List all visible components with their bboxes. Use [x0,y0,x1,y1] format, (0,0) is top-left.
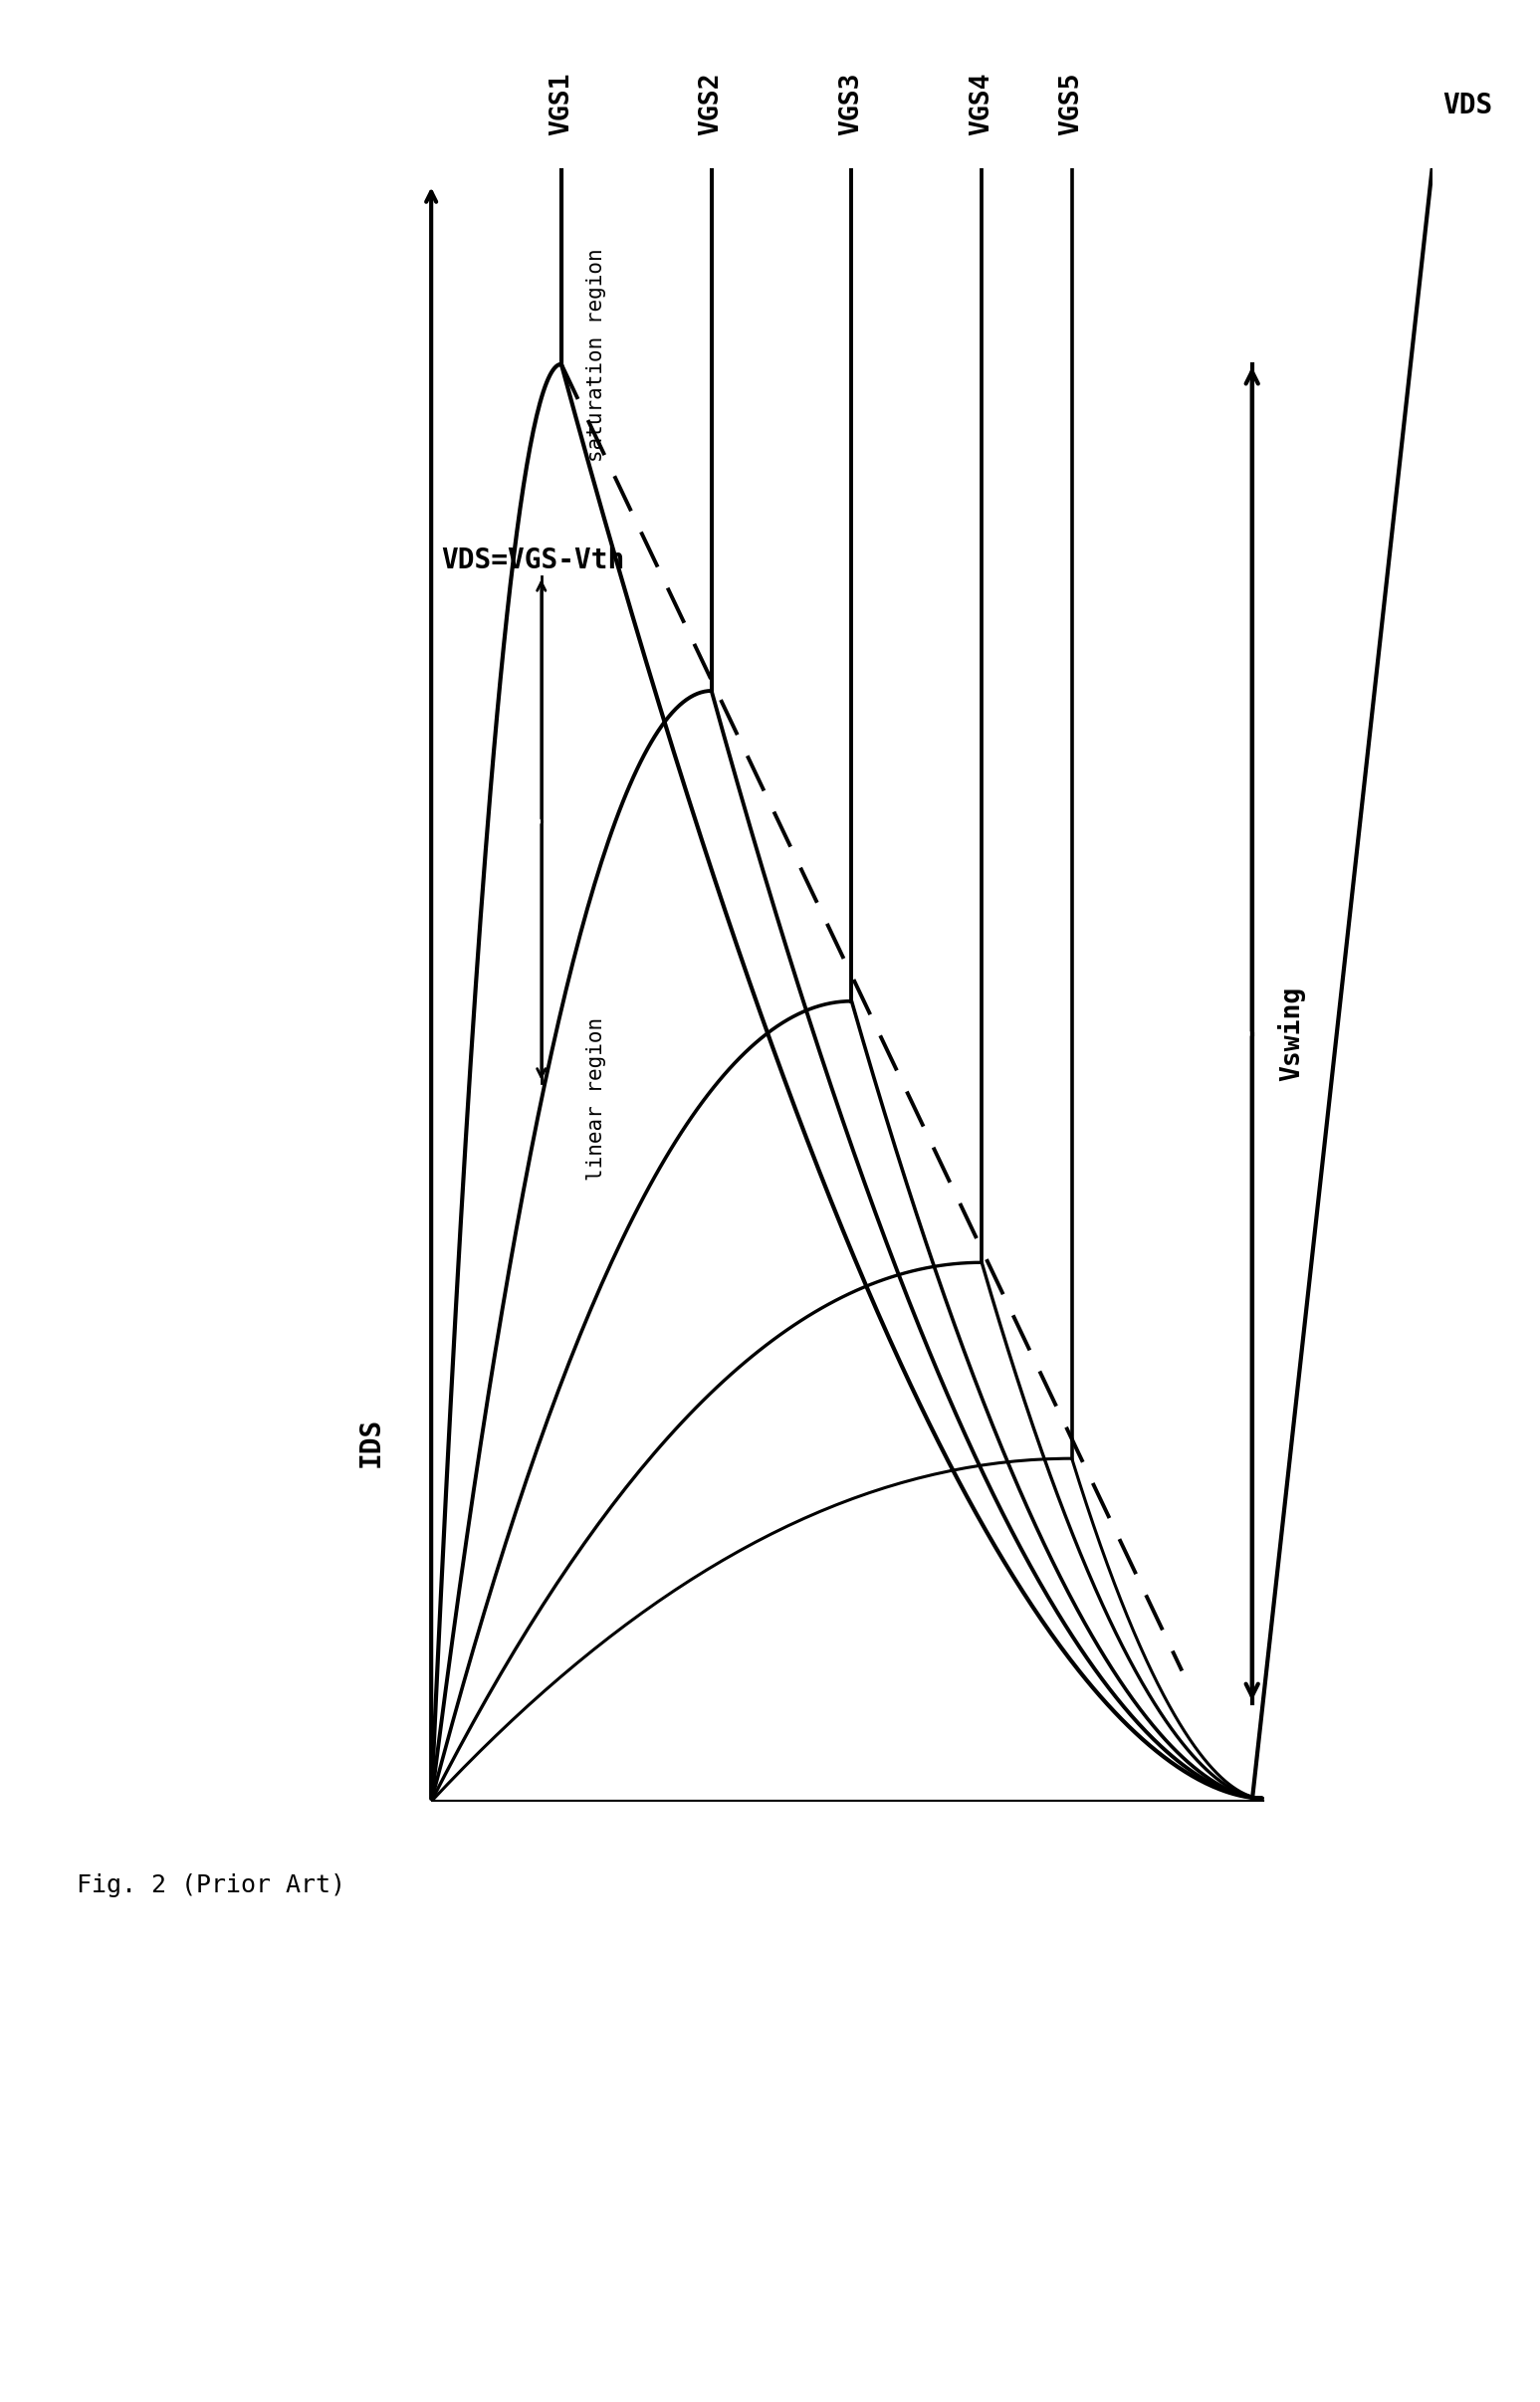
Text: VGS2: VGS2 [699,72,724,135]
Text: Fig. 2 (Prior Art): Fig. 2 (Prior Art) [77,1874,346,1898]
Text: saturation region: saturation region [587,247,607,461]
Text: IDS: IDS [357,1417,385,1468]
Text: VDS=VGS-Vth: VDS=VGS-Vth [440,545,625,574]
Text: VDS: VDS [1441,91,1492,120]
Text: VGS1: VGS1 [548,72,574,135]
Text: linear region: linear region [587,1018,607,1182]
Text: Vswing: Vswing [1277,987,1304,1081]
Text: VGS4: VGS4 [969,72,995,135]
Text: VGS5: VGS5 [1060,72,1084,135]
Text: VGS3: VGS3 [839,72,864,135]
